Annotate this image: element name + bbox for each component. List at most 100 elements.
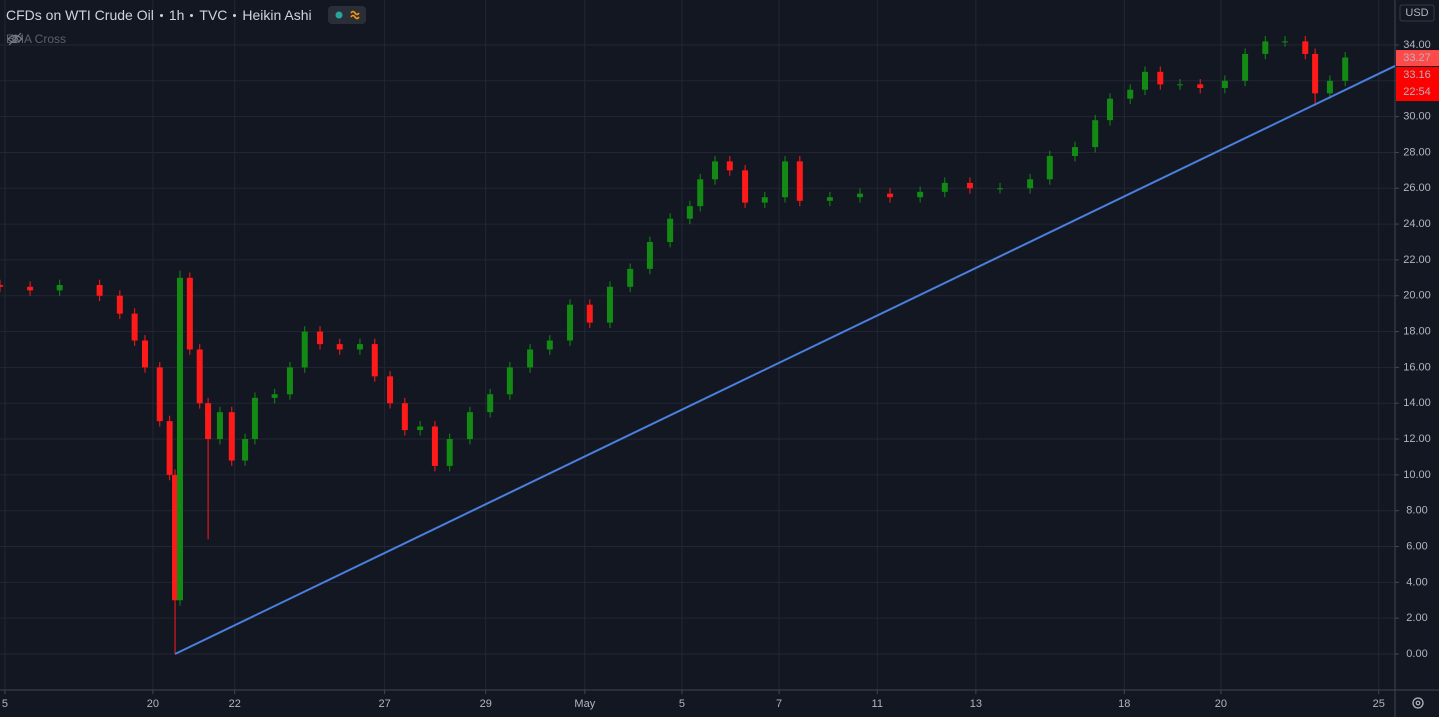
bid-price-label: 33.16 (1403, 69, 1431, 81)
candle-body (131, 313, 138, 341)
candle-body (1302, 41, 1309, 54)
currency-label: USD (1405, 7, 1428, 19)
candle-body (271, 394, 278, 398)
y-tick-label: 24.00 (1403, 218, 1431, 230)
countdown-label: 22:54 (1403, 86, 1431, 98)
candle-body (176, 277, 183, 601)
candle-body (116, 295, 123, 314)
candle-body (56, 284, 63, 291)
x-tick-label: 11 (872, 698, 883, 710)
candle-body (228, 412, 235, 461)
badge-icons (335, 10, 360, 20)
candle-body (417, 426, 424, 431)
candle-body (686, 206, 693, 219)
last-price-box (1396, 50, 1439, 67)
y-tick-label: 26.00 (1403, 182, 1431, 194)
candle-body (186, 277, 193, 350)
candle-body (1242, 53, 1249, 81)
candle-body (1071, 147, 1078, 157)
candle-body (586, 304, 593, 323)
candle-body (997, 188, 1004, 190)
trend-line (174, 65, 1396, 655)
gear-hub (1415, 700, 1421, 706)
indicator-legend: EMA Cross (6, 32, 66, 46)
indicator-name[interactable]: EMA Cross (6, 32, 67, 46)
candle-body (782, 161, 789, 198)
candle-body (917, 191, 924, 198)
chart-style[interactable]: Heikin Ashi (242, 7, 312, 23)
interval[interactable]: 1h (168, 7, 185, 23)
candle-body (301, 331, 308, 368)
y-tick-label: 18.00 (1403, 325, 1431, 337)
candle-body (712, 161, 719, 180)
candle-body (0, 284, 3, 287)
candle-body (1221, 80, 1228, 88)
candle-body (431, 426, 438, 466)
candle-body (1282, 41, 1289, 43)
candle-body (726, 161, 733, 171)
last-price-label: 33.27 (1403, 52, 1431, 64)
candle-body (667, 218, 674, 243)
status-badge[interactable] (327, 6, 366, 24)
candle-body (941, 182, 948, 192)
x-tick-label: 20 (1215, 698, 1227, 710)
candle-body (466, 412, 473, 440)
candle-body (826, 197, 833, 201)
y-tick-label: 2.00 (1406, 612, 1427, 624)
candle-body (1197, 84, 1204, 88)
candle-body (646, 242, 653, 269)
settings-gear[interactable] (1412, 697, 1424, 709)
candle-body (1046, 156, 1053, 180)
y-tick-label: 34.00 (1403, 39, 1431, 51)
candle-body (796, 161, 803, 201)
candle-body (1342, 57, 1349, 81)
candle-body (401, 403, 408, 431)
candle-body (1106, 98, 1113, 121)
gear-ring (1412, 697, 1424, 709)
candle-body (196, 349, 203, 404)
x-tick-label: 5 (2, 698, 8, 710)
bid-price-box (1396, 67, 1439, 102)
candle-body (1141, 71, 1148, 90)
x-tick-label: 25 (1373, 698, 1385, 710)
hidden-eye-icon[interactable] (6, 32, 24, 46)
y-tick-label: 28.00 (1403, 146, 1431, 158)
candle-body (96, 284, 103, 296)
candle-body (527, 349, 534, 368)
separator (233, 13, 237, 17)
candle-body (697, 179, 704, 207)
candle-body (1127, 89, 1134, 99)
candle-body (286, 367, 293, 395)
x-tick-label: 27 (378, 698, 390, 710)
candle-body (387, 376, 394, 404)
x-tick-label: 29 (480, 698, 492, 710)
separator (159, 13, 163, 17)
candle-body (966, 182, 973, 189)
source[interactable]: TVC (199, 7, 228, 23)
y-tick-label: 20.00 (1403, 290, 1431, 302)
candle-body (356, 344, 363, 350)
candle-body (166, 421, 173, 475)
y-tick-label: 4.00 (1406, 576, 1427, 588)
candle-body (506, 367, 513, 395)
currency-box (1399, 4, 1435, 22)
candle-body (1157, 71, 1164, 85)
candle-body (546, 340, 553, 350)
candle-body (1262, 41, 1269, 54)
separator (190, 13, 194, 17)
candle-body (627, 268, 634, 287)
candle-body (887, 193, 894, 198)
x-tick-label: 13 (970, 698, 982, 710)
symbol-title[interactable]: CFDs on WTI Crude Oil (6, 7, 154, 23)
y-tick-label: 6.00 (1406, 540, 1427, 552)
candle-body (205, 403, 212, 440)
x-tick-label: 20 (147, 698, 159, 710)
x-tick-label: 5 (679, 698, 685, 710)
x-tick-label: 7 (776, 698, 782, 710)
candle-body (1326, 80, 1333, 94)
candle-body (761, 197, 768, 203)
candle-body (446, 439, 453, 466)
y-tick-label: 22.00 (1403, 254, 1431, 266)
candle-body (27, 286, 34, 291)
